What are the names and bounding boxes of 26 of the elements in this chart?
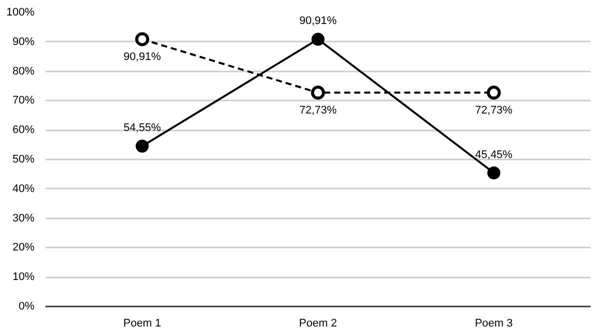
y-tick-label: 50% (12, 154, 35, 166)
point (486, 86, 501, 100)
x-tick-label: Poem 3 (474, 318, 513, 330)
y-tick-label: 0% (18, 300, 35, 312)
x-tick-label: Poem 1 (123, 318, 162, 330)
data-label: 72,73% (475, 104, 513, 117)
point (312, 32, 324, 46)
x-tick-label: Poem 2 (299, 318, 337, 330)
y-tick-label: 100% (6, 6, 35, 18)
y-tick-label: 20% (12, 242, 35, 254)
data-label: 72,73% (299, 104, 337, 117)
point (135, 32, 150, 46)
point (487, 166, 500, 180)
y-tick-label: 80% (12, 65, 35, 78)
y-tick-label: 10% (12, 271, 35, 284)
y-tick-label: 40% (12, 182, 35, 195)
y-tick-label: 70% (12, 94, 35, 107)
data-label: 54,55% (124, 122, 162, 134)
y-tick-label: 60% (12, 124, 35, 136)
point (136, 140, 149, 153)
y-tick-label: 90% (12, 36, 35, 48)
data-label: 90,91% (124, 51, 162, 64)
data-label: 90,91% (299, 15, 337, 28)
y-tick-label: 30% (12, 212, 35, 224)
data-label: 45,45% (475, 148, 513, 161)
point (311, 86, 325, 100)
